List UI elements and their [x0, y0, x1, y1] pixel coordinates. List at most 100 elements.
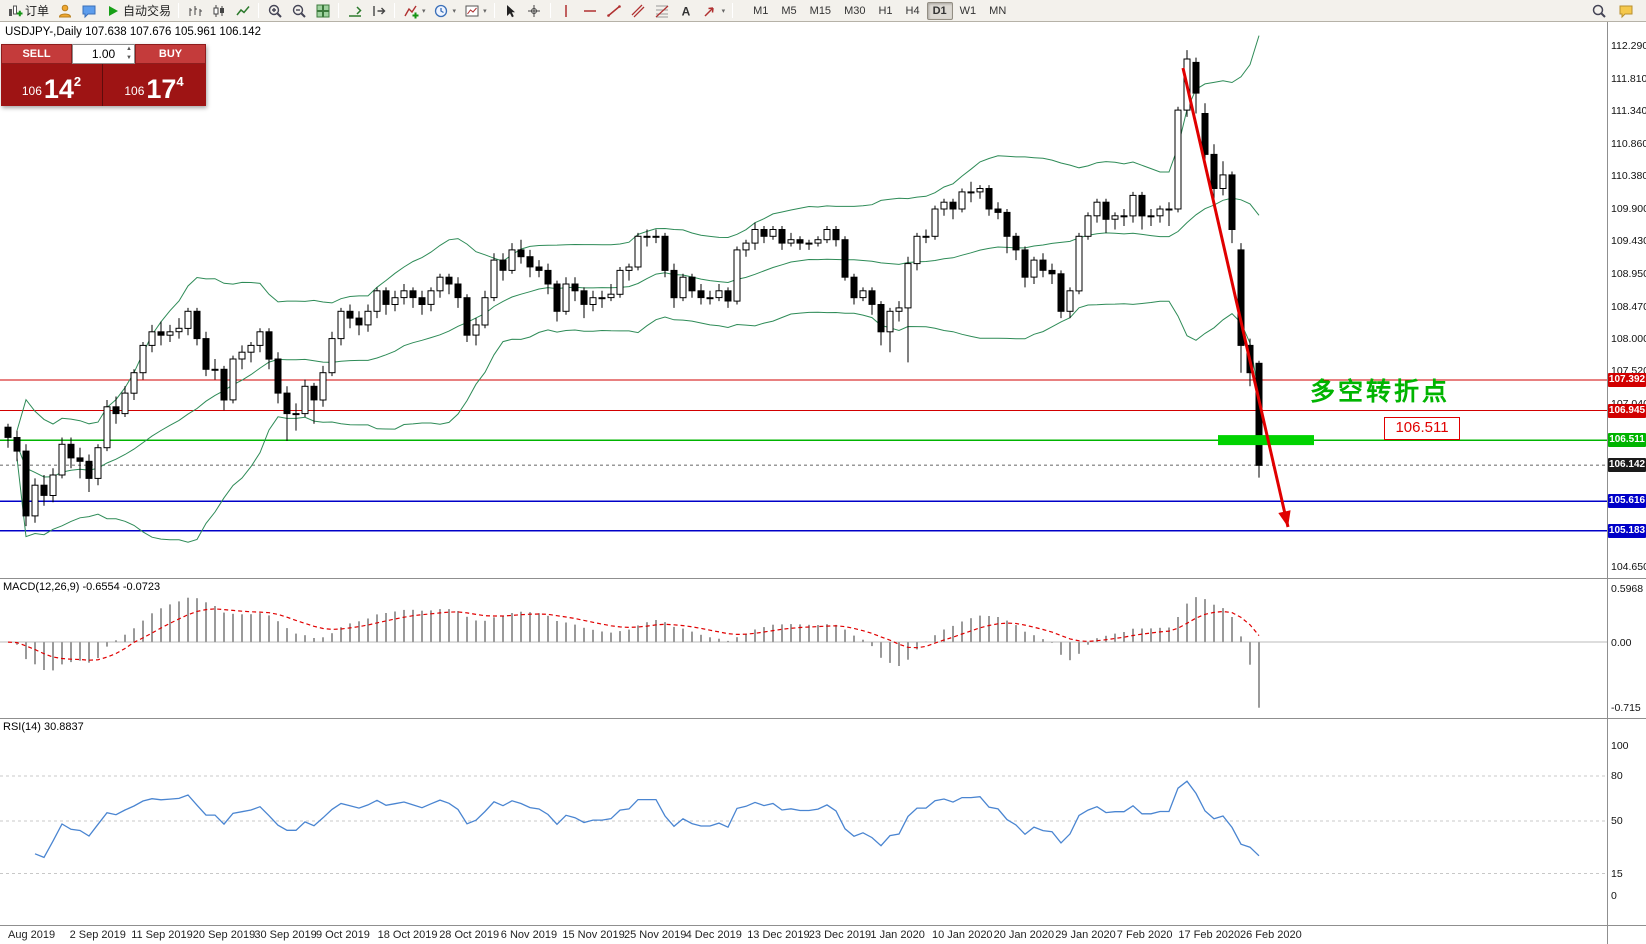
bar-chart-type-button[interactable]: [183, 1, 206, 21]
timeframe-h4-button[interactable]: H4: [905, 4, 920, 17]
timeframe-w1-button[interactable]: W1: [959, 4, 977, 17]
toolbar-separator: [394, 3, 396, 18]
trendline-button[interactable]: [603, 1, 626, 21]
price-badge-105.183: 105.183: [1608, 523, 1646, 538]
volume-spinner[interactable]: ▲ ▼: [126, 45, 132, 63]
candle-icon: [210, 2, 227, 19]
person-icon: [56, 2, 73, 19]
chart-ohlc-title: USDJPY-,Daily 107.638 107.676 105.961 10…: [5, 26, 261, 38]
date-axis-label: 2 Sep 2019: [69, 929, 126, 941]
cursor-icon: [502, 2, 519, 19]
macd-indicator-pane[interactable]: MACD(12,26,9) -0.6554 -0.0723: [0, 578, 1607, 718]
price-callout-label: 106.511: [1384, 417, 1460, 440]
candlestick-chart: [0, 35, 1607, 543]
timeframe-m5-button[interactable]: M5: [781, 4, 797, 17]
text-label-button[interactable]: A: [675, 1, 698, 21]
price-axis-label: 104.650: [1611, 561, 1646, 574]
spin-down-icon[interactable]: ▼: [126, 55, 132, 61]
bubble-yellow-icon: [1617, 2, 1634, 19]
community-bubble-button[interactable]: [1614, 1, 1637, 21]
shift-icon: [370, 2, 387, 19]
toolbar-separator: [549, 3, 551, 18]
zoom-out-button[interactable]: [287, 1, 310, 21]
macd-chart: [0, 597, 1607, 708]
zoom-in-button[interactable]: [263, 1, 286, 21]
buy-price-whole: 106: [124, 84, 145, 98]
date-axis-label: 28 Oct 2019: [439, 929, 500, 941]
pane-separator[interactable]: [0, 578, 1646, 579]
price-axis-label: 109.430: [1611, 235, 1646, 248]
chart-shift-button[interactable]: [367, 1, 390, 21]
axis-divider: [1607, 22, 1608, 944]
date-axis-label: 17 Feb 2020: [1178, 929, 1241, 941]
fibonacci-button[interactable]: [651, 1, 674, 21]
timeframe-group: M1 M5 M15 M30 H1 H4 D1 W1 MN: [747, 1, 1012, 20]
rsi-header: RSI(14) 30.8837: [3, 721, 84, 733]
toolbar-right-group: [1587, 1, 1637, 21]
one-click-trading-panel: SELL 1.00 ▲ ▼ BUY 106 14 2 106 17 4: [1, 44, 206, 106]
price-axis-label: 108.000: [1611, 332, 1646, 345]
horizontal-line-button[interactable]: [579, 1, 602, 21]
volume-input[interactable]: 1.00 ▲ ▼: [72, 44, 135, 64]
indicators-button[interactable]: ▾: [399, 1, 429, 21]
sell-price-pips: 14: [43, 74, 74, 104]
price-axis-label: 111.810: [1611, 72, 1646, 85]
search-button[interactable]: [1587, 1, 1610, 21]
main-chart-pane[interactable]: 多空转折点 106.511: [0, 22, 1607, 578]
timeframe-m30-button[interactable]: M30: [844, 4, 866, 17]
buy-button[interactable]: BUY: [135, 44, 206, 64]
price-badge-106.511: 106.511: [1608, 433, 1646, 448]
chat-button[interactable]: [77, 1, 100, 21]
buy-price[interactable]: 106 17 4: [103, 64, 205, 106]
horizontal-lines-layer: [0, 379, 1607, 532]
timeframe-m15-button[interactable]: M15: [809, 4, 832, 17]
macd-axis-label: -0.715: [1611, 701, 1641, 714]
tile-windows-button[interactable]: [311, 1, 334, 21]
toolbar-separator: [258, 3, 260, 18]
price-axis-label: 109.900: [1611, 202, 1646, 215]
price-axis-label: 112.290: [1611, 40, 1646, 52]
indicator-icon: [402, 2, 419, 19]
autotrading-button[interactable]: 自动交易: [101, 1, 174, 21]
turning-point-annotation: 多空转折点: [1310, 378, 1451, 406]
timeframe-d1-button[interactable]: D1: [926, 1, 953, 20]
new-order-button[interactable]: 订单: [3, 1, 52, 21]
mql5-community-button[interactable]: [53, 1, 76, 21]
zoom-out-icon: [290, 2, 307, 19]
new-order-button-label: 订单: [25, 4, 50, 18]
clock-icon: [433, 2, 450, 19]
rsi-axis-label: 15: [1611, 867, 1623, 880]
channel-icon: [630, 2, 647, 19]
timeframe-mn-button[interactable]: MN: [989, 4, 1007, 17]
equidistant-channel-button[interactable]: [627, 1, 650, 21]
timeframe-h1-button[interactable]: H1: [878, 4, 893, 17]
date-axis-label: 20 Jan 2020: [993, 929, 1055, 941]
vertical-line-button[interactable]: [555, 1, 578, 21]
price-badge-107.392: 107.392: [1608, 373, 1646, 388]
buy-price-pips: 17: [146, 74, 177, 104]
crosshair-button[interactable]: [523, 1, 546, 21]
timeframe-m1-button[interactable]: M1: [753, 4, 769, 17]
template-icon: [463, 2, 480, 19]
periods-button[interactable]: ▾: [430, 1, 460, 21]
spin-up-icon[interactable]: ▲: [126, 46, 132, 52]
line-chart-type-button[interactable]: [231, 1, 254, 21]
scroll-icon: [346, 2, 363, 19]
date-axis-label: 4 Dec 2019: [685, 929, 742, 941]
cursor-button[interactable]: [499, 1, 522, 21]
pane-separator[interactable]: [0, 718, 1646, 719]
price-axis: 112.290 111.810 111.340 110.860 110.380 109.9…: [1608, 22, 1646, 944]
sell-price[interactable]: 106 14 2: [1, 64, 103, 106]
hline-icon: [582, 2, 599, 19]
date-axis-label: 29 Jan 2020: [1055, 929, 1116, 941]
rsi-indicator-pane[interactable]: RSI(14) 30.8837: [0, 718, 1607, 925]
sell-button[interactable]: SELL: [1, 44, 72, 64]
auto-scroll-button[interactable]: [343, 1, 366, 21]
price-badge-105.616: 105.616: [1608, 494, 1646, 509]
candles-layer: [4, 50, 1263, 527]
candlestick-chart-type-button[interactable]: [207, 1, 230, 21]
templates-button[interactable]: ▾: [460, 1, 490, 21]
arrows-tool-button[interactable]: ▾: [699, 1, 729, 21]
date-axis-label: 18 Oct 2019: [377, 929, 438, 941]
